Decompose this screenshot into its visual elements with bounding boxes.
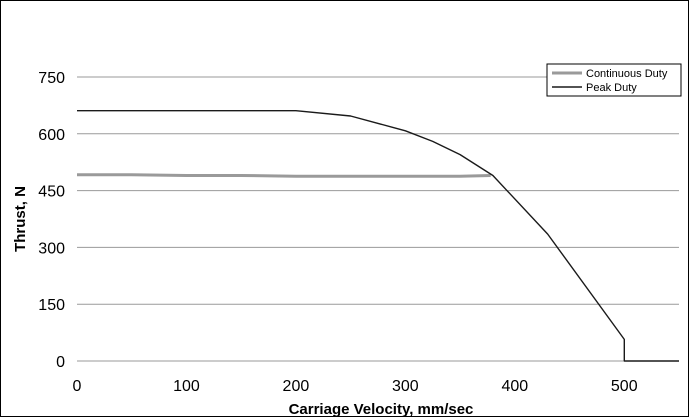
legend-label-continuous-duty: Continuous Duty bbox=[586, 68, 668, 80]
x-tick-label: 400 bbox=[501, 378, 528, 395]
y-tick-label: 450 bbox=[38, 184, 65, 201]
y-tick-label: 0 bbox=[56, 354, 65, 371]
x-tick-label: 300 bbox=[392, 378, 419, 395]
x-axis-label: Carriage Velocity, mm/sec bbox=[289, 401, 474, 418]
x-tick-label: 200 bbox=[283, 378, 310, 395]
tick-labels: 0 150 300 450 600 750 0 100 200 300 400 500 bbox=[38, 70, 637, 395]
y-tick-label: 150 bbox=[38, 297, 65, 314]
legend-label-peak-duty: Peak Duty bbox=[586, 82, 637, 94]
y-axis-label: Thrust, N bbox=[12, 186, 29, 252]
y-tick-label: 750 bbox=[38, 70, 65, 87]
x-tick-label: 500 bbox=[611, 378, 638, 395]
legend: Continuous Duty Peak Duty bbox=[546, 63, 682, 97]
series-line-peak-duty bbox=[77, 110, 679, 362]
series-layer bbox=[77, 110, 679, 362]
series-line-continuous-duty bbox=[77, 173, 491, 178]
x-tick-label: 100 bbox=[173, 378, 200, 395]
grid-lines bbox=[77, 76, 679, 362]
y-tick-label: 600 bbox=[38, 127, 65, 144]
legend-box bbox=[546, 63, 682, 97]
x-tick-label: 0 bbox=[73, 378, 82, 395]
y-tick-label: 300 bbox=[38, 240, 65, 257]
